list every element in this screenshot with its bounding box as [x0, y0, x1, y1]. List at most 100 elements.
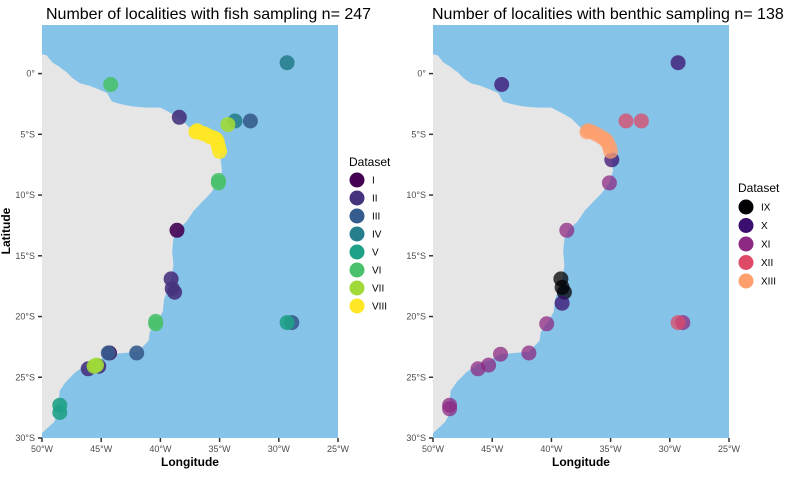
fish-y-tick-label: 25°S — [15, 372, 35, 382]
fish-sampling-point-VI — [103, 77, 119, 92]
fish-sampling-map-panel: Number of localities with fish sampling … — [0, 6, 391, 469]
fish-sampling-point-II — [171, 109, 187, 125]
benthic-map-axes: 50°W 45°W 40°W 35°W 30°W 25°W 0° 5°S 10°S 15°S 20°… — [406, 69, 740, 454]
benthic-x-tick-label: 25°W — [718, 444, 741, 454]
fish-sampling-point-III — [129, 345, 145, 361]
benthic-sampling-point-XIII — [580, 123, 596, 139]
benthic-legend-key-XIII — [738, 273, 754, 289]
benthic-legend-key-IX — [738, 199, 754, 215]
fish-sampling-point-VIII — [212, 143, 228, 159]
fish-x-tick-label: 50°W — [31, 444, 54, 454]
benthic-sampling-map-panel: Number of localities with benthic sampli… — [406, 6, 783, 469]
benthic-sampling-point-XI — [470, 361, 486, 377]
benthic-x-tick-label: 50°W — [422, 444, 445, 454]
fish-legend-key-V — [349, 244, 365, 260]
fish-x-tick-label: 25°W — [327, 444, 350, 454]
fish-x-tick-label: 35°W — [209, 444, 232, 454]
fish-sampling-point-VII — [86, 358, 102, 374]
fish-legend-key-IV — [349, 226, 365, 242]
benthic-sampling-point-XI — [493, 346, 508, 362]
benthic-map-x-axis-label: Longitude — [552, 455, 610, 469]
fish-legend-label-II: II — [372, 194, 378, 205]
fish-legend-title: Dataset — [349, 155, 391, 169]
fish-map-y-axis-label: Latitude — [0, 207, 13, 254]
benthic-map-plot-area — [433, 25, 729, 438]
benthic-land-mass — [433, 54, 613, 434]
benthic-sampling-point-X — [554, 295, 570, 311]
fish-legend-key-VI — [349, 262, 365, 278]
benthic-legend-key-X — [738, 218, 754, 233]
fish-legend-key-VII — [349, 280, 365, 296]
benthic-sampling-point-X — [494, 77, 510, 92]
benthic-legend: Dataset IX X XI XII XIII — [738, 181, 780, 289]
benthic-sampling-point-XIII — [603, 143, 619, 159]
fish-legend-label-VI: VI — [372, 266, 381, 277]
benthic-y-tick-label: 25°S — [406, 372, 426, 382]
fish-y-tick-label: 30°S — [15, 433, 35, 443]
benthic-sampling-point-XII — [618, 113, 634, 129]
benthic-x-tick-label: 40°W — [540, 444, 563, 454]
fish-legend-label-VII: VII — [372, 284, 384, 295]
benthic-map-title: Number of localities with benthic sampli… — [432, 6, 784, 23]
benthic-sampling-point-XII — [633, 113, 649, 129]
fish-y-tick-label: 15°S — [15, 251, 35, 261]
fish-map-title: Number of localities with fish sampling … — [46, 6, 371, 23]
fish-sampling-point-VI — [148, 313, 164, 329]
benthic-y-tick-label: 30°S — [406, 433, 426, 443]
fish-legend-label-IV: IV — [372, 230, 382, 241]
fish-x-tick-label: 45°W — [90, 444, 113, 454]
benthic-legend-label-XII: XII — [761, 258, 773, 269]
benthic-sampling-point-XI — [521, 345, 537, 361]
fish-map-axes: 50°W 45°W 40°W 35°W 30°W 25°W 0° 5°S 10°S 15°S 20°… — [15, 69, 349, 454]
fish-y-tick-label: 10°S — [15, 190, 35, 200]
fish-sampling-point-VIII — [189, 123, 205, 139]
fish-sampling-point-V — [52, 405, 68, 420]
fish-sampling-point-III — [100, 345, 116, 361]
benthic-y-tick-label: 0° — [417, 69, 426, 79]
benthic-legend-label-X: X — [761, 221, 768, 232]
fish-sampling-point-III — [242, 113, 258, 129]
benthic-legend-label-XI: XI — [761, 240, 770, 251]
benthic-y-tick-label: 10°S — [406, 190, 426, 200]
fish-x-tick-label: 30°W — [268, 444, 291, 454]
benthic-legend-label-IX: IX — [761, 203, 771, 214]
fish-sampling-point-VII — [220, 117, 236, 133]
fish-legend-key-III — [349, 208, 365, 224]
fish-legend-label-VIII: VIII — [372, 302, 387, 313]
benthic-x-tick-label: 45°W — [481, 444, 504, 454]
fish-legend-label-III: III — [372, 212, 380, 223]
benthic-legend-key-XI — [738, 236, 754, 252]
fish-sampling-point-VI — [210, 175, 226, 191]
benthic-legend-title: Dataset — [738, 181, 780, 195]
fish-sampling-point-I — [169, 222, 185, 238]
benthic-x-tick-label: 30°W — [659, 444, 682, 454]
fish-land-mass — [42, 54, 222, 434]
fish-y-tick-label: 0° — [26, 69, 35, 79]
benthic-sampling-point-XI — [442, 401, 458, 417]
benthic-sampling-point-XI — [601, 175, 617, 191]
fish-sampling-point-IV — [279, 55, 295, 71]
benthic-legend-key-XII — [738, 255, 754, 270]
benthic-sampling-point-XI — [559, 222, 575, 238]
benthic-y-tick-label: 15°S — [406, 251, 426, 261]
fish-sampling-point-V — [279, 315, 295, 331]
fish-legend-key-I — [349, 172, 365, 188]
fish-sampling-point-II — [167, 284, 183, 300]
benthic-y-tick-label: 5°S — [411, 129, 426, 139]
benthic-x-tick-label: 35°W — [600, 444, 623, 454]
fish-sampling-point-VIII — [208, 131, 224, 147]
fish-map-x-axis-label: Longitude — [161, 455, 219, 469]
fish-legend-label-I: I — [372, 176, 375, 187]
fish-legend-key-II — [349, 190, 365, 206]
benthic-sampling-point-XI — [539, 316, 555, 332]
benthic-sampling-point-XII — [670, 315, 686, 331]
fish-x-tick-label: 40°W — [149, 444, 172, 454]
fish-legend-key-VIII — [349, 298, 365, 314]
fish-map-plot-area — [42, 25, 338, 438]
benthic-legend-label-XIII: XIII — [761, 277, 776, 288]
benthic-y-tick-label: 20°S — [406, 312, 426, 322]
fish-y-tick-label: 20°S — [15, 312, 35, 322]
benthic-sampling-point-X — [670, 55, 686, 71]
